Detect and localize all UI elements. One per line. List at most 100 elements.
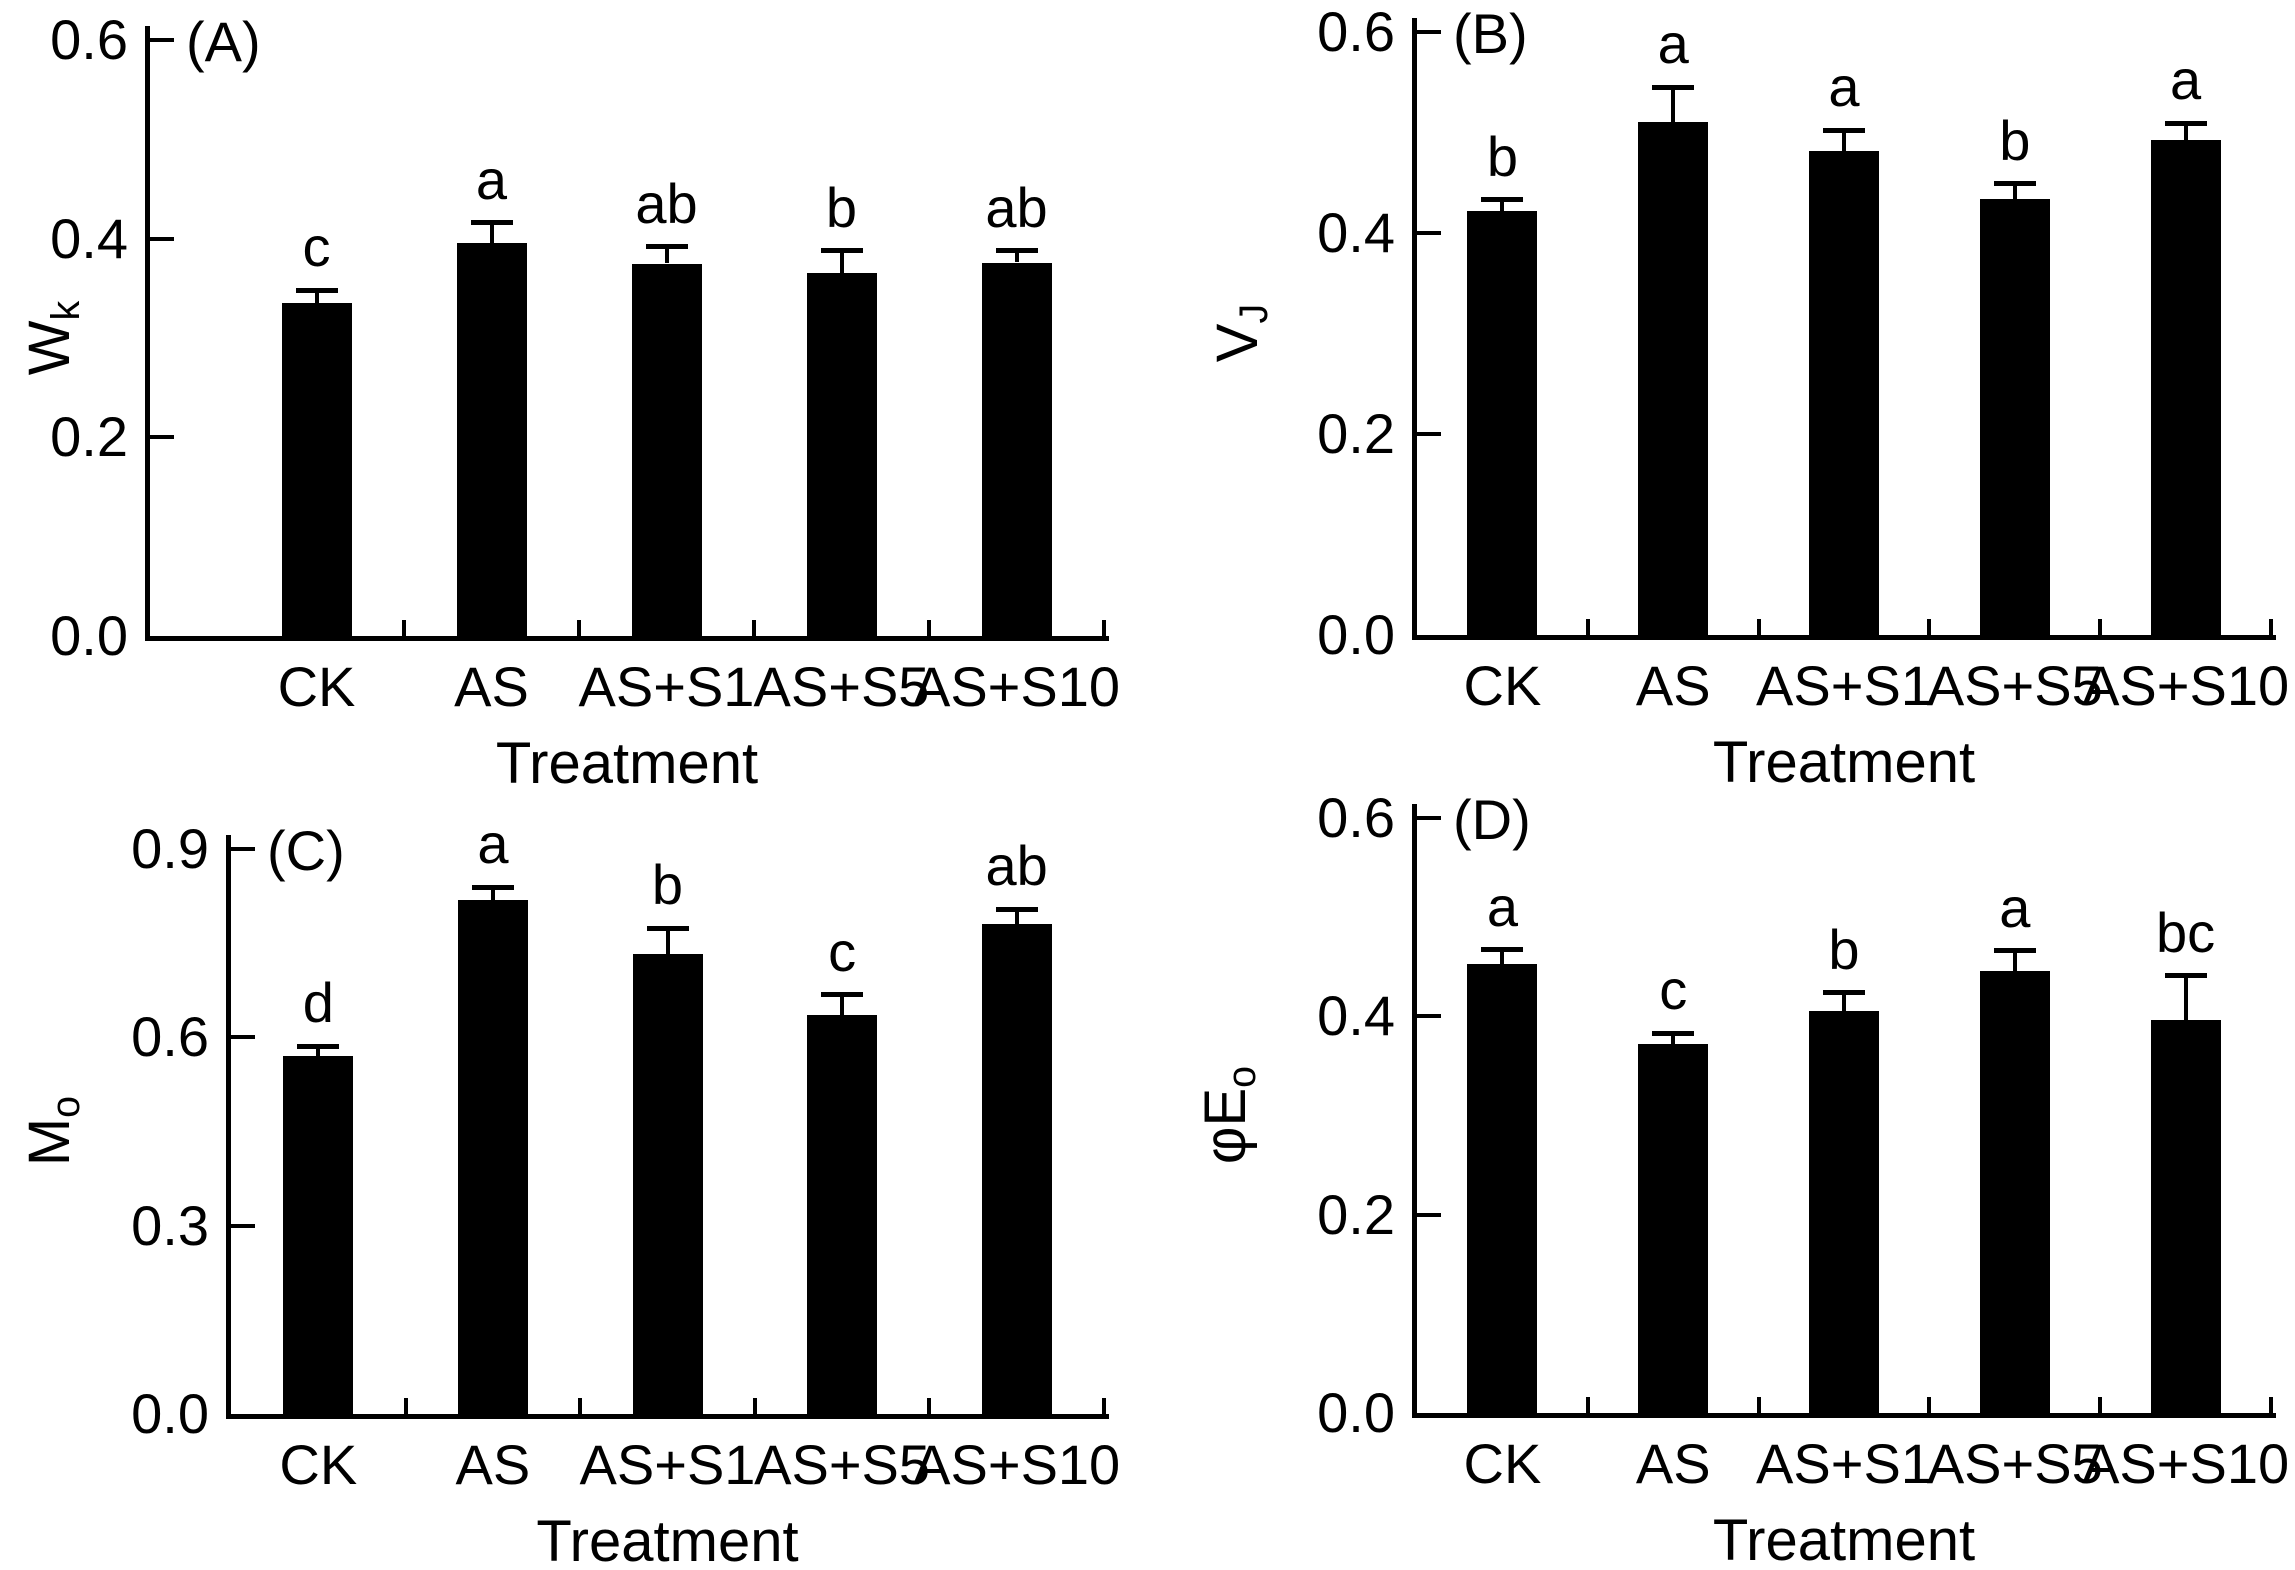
error-bar-cap-AS+S5 xyxy=(821,992,864,998)
panel-b-label: (B) xyxy=(1453,2,1528,65)
bar-AS xyxy=(457,900,528,1414)
panel-c-x-tick-1 xyxy=(403,1398,408,1414)
bar-AS+S5 xyxy=(1979,198,2050,635)
panel-c-y-tick-label-0.3: 0.3 xyxy=(131,1193,209,1257)
significance-letter-CK: b xyxy=(1486,124,1518,188)
panel-c-x-axis-title: Treatment xyxy=(536,1509,799,1570)
x-tick-label-AS+S10: AS+S10 xyxy=(913,1433,1121,1496)
panel-c-y-tick-label-0.0: 0.0 xyxy=(131,1382,209,1445)
panel-b-x-tick-3 xyxy=(1927,619,1932,635)
bar-AS+S1 xyxy=(1809,1011,1879,1413)
error-bar-stem-AS+S5 xyxy=(839,250,844,274)
bar-AS+S10 xyxy=(981,924,1052,1414)
error-bar-cap-AS+S1 xyxy=(1823,127,1865,133)
error-bar-cap-CK xyxy=(1481,947,1524,953)
x-tick-label-AS+S1: AS+S1 xyxy=(579,1433,756,1496)
error-bar-stem-AS+S1 xyxy=(664,246,669,264)
panel-c-x-axis xyxy=(226,1414,1109,1419)
panel-d-x-tick-3 xyxy=(1927,1397,1932,1413)
x-tick-label-AS+S5: AS+S5 xyxy=(753,655,930,718)
panel-b-y-tick-label-0.2: 0.2 xyxy=(1317,402,1395,465)
panel-c-y-tick-0.3 xyxy=(231,1223,255,1228)
error-bar-stem-AS xyxy=(1671,87,1676,123)
x-tick-label-CK: CK xyxy=(1463,1432,1542,1495)
panel-a-x-tick-2 xyxy=(577,620,581,636)
error-bar-stem-AS+S10 xyxy=(1014,909,1019,925)
panel-b-y-axis-title-base: V xyxy=(1205,323,1270,363)
x-tick-label-AS: AS xyxy=(455,1433,531,1496)
significance-letter-AS+S1: b xyxy=(1828,917,1860,981)
panel-b-y-tick-label-0.0: 0.0 xyxy=(1317,603,1395,666)
panel-d-y-tick-0.2 xyxy=(1417,1212,1441,1217)
x-tick-label-CK: CK xyxy=(277,655,356,718)
panel-c-label: (C) xyxy=(267,819,345,882)
panel-c-y-tick-0.6 xyxy=(231,1035,255,1040)
x-tick-label-AS+S1: AS+S1 xyxy=(1756,1432,1932,1495)
error-bar-stem-CK xyxy=(314,290,319,304)
x-tick-label-AS+S10: AS+S10 xyxy=(2082,1432,2290,1495)
panel-b-y-tick-0.4 xyxy=(1417,231,1441,235)
panel-b-x-tick-4 xyxy=(2098,619,2103,635)
panel-b-x-axis xyxy=(1412,635,2276,640)
panel-a-x-axis xyxy=(145,636,1109,641)
panel-a-y-tick-0.2 xyxy=(150,435,174,440)
error-bar-cap-CK xyxy=(297,1043,340,1049)
error-bar-stem-CK xyxy=(1500,949,1505,964)
bar-AS+S1 xyxy=(632,954,703,1414)
bar-AS xyxy=(1638,122,1709,635)
panel-d-y-axis xyxy=(1412,804,1417,1418)
panel-a-y-axis-title-subscript: k xyxy=(43,300,88,321)
panel-a-y-axis-title-base: W xyxy=(17,320,82,376)
x-tick-label-AS: AS xyxy=(454,655,529,718)
panel-d-x-tick-5 xyxy=(2269,1397,2273,1413)
error-bar-cap-AS+S10 xyxy=(995,248,1038,254)
error-bar-cap-CK xyxy=(1481,197,1524,203)
bar-AS+S10 xyxy=(981,262,1052,636)
significance-letter-AS: a xyxy=(1657,12,1689,76)
panel-a-x-tick-3 xyxy=(752,620,756,636)
significance-letter-AS+S5: b xyxy=(825,175,858,239)
bar-AS+S1 xyxy=(631,263,702,636)
x-tick-label-AS: AS xyxy=(1635,1432,1711,1495)
panel-c-y-axis-title-base: M xyxy=(17,1117,82,1167)
significance-letter-AS+S1: b xyxy=(651,853,684,917)
error-bar-cap-AS xyxy=(471,884,514,890)
panel-d-y-tick-label-0.2: 0.2 xyxy=(1317,1182,1395,1246)
bar-AS+S10 xyxy=(2150,1020,2221,1413)
panel-b-x-tick-2 xyxy=(1756,619,1761,635)
bar-CK xyxy=(281,303,352,636)
panel-b-y-axis-title-subscript: J xyxy=(1231,303,1276,324)
significance-letter-AS+S10: a xyxy=(2170,48,2202,112)
panel-d-x-tick-1 xyxy=(1585,1397,1590,1413)
panel-c-y-tick-label-0.6: 0.6 xyxy=(131,1005,209,1069)
bar-AS+S1 xyxy=(1809,150,1879,635)
panel-a-label: (A) xyxy=(186,10,261,73)
x-tick-label-AS: AS xyxy=(1635,654,1711,717)
bar-CK xyxy=(1467,963,1538,1413)
error-bar-stem-AS+S5 xyxy=(840,994,845,1015)
panel-a-y-tick-0.6 xyxy=(150,38,174,42)
error-bar-cap-AS+S1 xyxy=(645,244,688,250)
panel-b-x-axis-title: Treatment xyxy=(1712,730,1976,795)
panel-c-x-tick-3 xyxy=(752,1398,757,1414)
panel-b-y-axis xyxy=(1412,18,1417,640)
significance-letter-AS+S1: a xyxy=(1828,55,1860,119)
panel-c-y-tick-0.9 xyxy=(231,847,255,851)
error-bar-stem-AS xyxy=(1671,1033,1676,1045)
panel-d-y-axis-title: φEo xyxy=(1190,955,1264,1275)
panel-a-y-tick-label-0.4: 0.4 xyxy=(50,206,128,270)
error-bar-stem-CK xyxy=(1500,199,1505,211)
x-tick-label-AS+S5: AS+S5 xyxy=(1926,1432,2103,1495)
significance-letter-AS+S5: b xyxy=(1999,108,2031,172)
error-bar-cap-AS xyxy=(1652,1030,1695,1036)
panel-a-x-tick-1 xyxy=(402,620,406,636)
bar-CK xyxy=(1467,210,1538,635)
significance-letter-AS: c xyxy=(1659,958,1688,1022)
panel-c-x-tick-5 xyxy=(1102,1398,1106,1414)
error-bar-stem-AS+S10 xyxy=(2183,123,2188,140)
panel-b-x-tick-5 xyxy=(2269,619,2273,635)
error-bar-stem-AS+S10 xyxy=(1014,250,1019,263)
bar-AS+S5 xyxy=(806,273,877,636)
x-tick-label-AS+S1: AS+S1 xyxy=(578,655,755,718)
